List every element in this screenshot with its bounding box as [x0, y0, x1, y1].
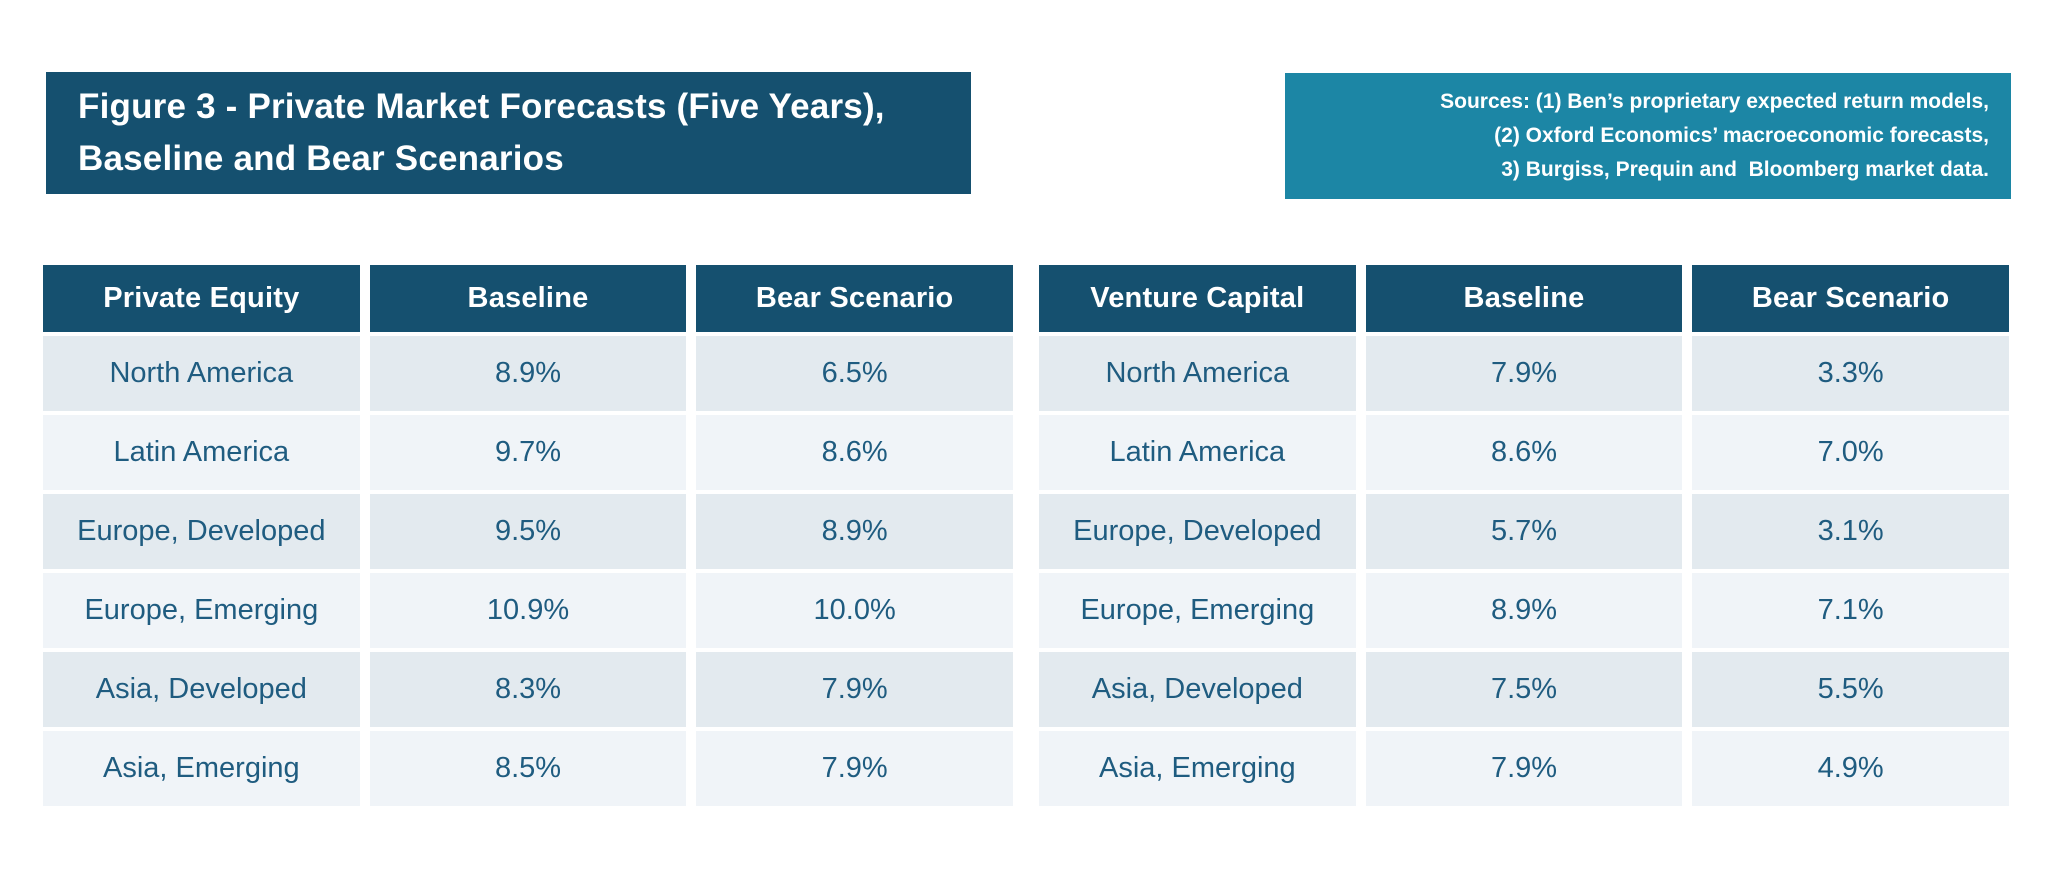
- bear-value-cell: 7.1%: [1692, 573, 2009, 648]
- venture-capital-table-body: North America 7.9% 3.3% Latin America 8.…: [1039, 336, 2009, 806]
- bear-value-cell: 7.0%: [1692, 415, 2009, 490]
- region-cell: Europe, Developed: [43, 494, 360, 569]
- baseline-value-cell: 5.7%: [1365, 494, 1683, 569]
- bear-value-cell: 7.9%: [696, 652, 1013, 727]
- sources-line-1: Sources: (1) Ben’s proprietary expected …: [1440, 90, 1989, 113]
- venture-capital-table-header: Venture Capital Baseline Bear Scenario: [1039, 265, 2009, 332]
- bear-value-cell: 7.9%: [696, 731, 1013, 806]
- baseline-value-cell: 7.5%: [1365, 652, 1683, 727]
- private-equity-table-header: Private Equity Baseline Bear Scenario: [43, 265, 1013, 332]
- baseline-value-cell: 8.9%: [1365, 573, 1683, 648]
- bear-value-cell: 3.1%: [1692, 494, 2009, 569]
- region-cell: North America: [1039, 336, 1356, 411]
- bear-value-cell: 8.6%: [696, 415, 1013, 490]
- sources-box: Sources: (1) Ben’s proprietary expected …: [1285, 73, 2011, 199]
- region-cell: Europe, Emerging: [43, 573, 360, 648]
- bear-value-cell: 4.9%: [1692, 731, 2009, 806]
- region-cell: Asia, Developed: [43, 652, 360, 727]
- column-header-venture-capital: Venture Capital: [1039, 265, 1356, 332]
- column-header-bear-scenario: Bear Scenario: [696, 265, 1013, 332]
- venture-capital-table: Venture Capital Baseline Bear Scenario N…: [1039, 265, 2009, 806]
- baseline-value-cell: 9.5%: [369, 494, 687, 569]
- region-cell: Europe, Emerging: [1039, 573, 1356, 648]
- baseline-value-cell: 7.9%: [1365, 731, 1683, 806]
- baseline-value-cell: 8.6%: [1365, 415, 1683, 490]
- baseline-value-cell: 10.9%: [369, 573, 687, 648]
- bear-value-cell: 3.3%: [1692, 336, 2009, 411]
- baseline-value-cell: 8.9%: [369, 336, 687, 411]
- region-cell: Europe, Developed: [1039, 494, 1356, 569]
- region-cell: Latin America: [1039, 415, 1356, 490]
- figure-title-box: Figure 3 - Private Market Forecasts (Fiv…: [46, 72, 971, 194]
- region-cell: North America: [43, 336, 360, 411]
- sources-line-2: (2) Oxford Economics’ macroeconomic fore…: [1494, 124, 1989, 147]
- column-header-baseline: Baseline: [369, 265, 687, 332]
- column-header-bear-scenario: Bear Scenario: [1692, 265, 2009, 332]
- region-cell: Asia, Developed: [1039, 652, 1356, 727]
- bear-value-cell: 10.0%: [696, 573, 1013, 648]
- bear-value-cell: 8.9%: [696, 494, 1013, 569]
- figure-title-line-2: Baseline and Bear Scenarios: [78, 139, 564, 178]
- baseline-value-cell: 9.7%: [369, 415, 687, 490]
- baseline-value-cell: 8.3%: [369, 652, 687, 727]
- bear-value-cell: 6.5%: [696, 336, 1013, 411]
- column-header-private-equity: Private Equity: [43, 265, 360, 332]
- baseline-value-cell: 8.5%: [369, 731, 687, 806]
- baseline-value-cell: 7.9%: [1365, 336, 1683, 411]
- figure-title-line-1: Figure 3 - Private Market Forecasts (Fiv…: [78, 87, 885, 126]
- region-cell: Asia, Emerging: [43, 731, 360, 806]
- region-cell: Asia, Emerging: [1039, 731, 1356, 806]
- region-cell: Latin America: [43, 415, 360, 490]
- column-header-baseline: Baseline: [1365, 265, 1683, 332]
- bear-value-cell: 5.5%: [1692, 652, 2009, 727]
- tables-container: Private Equity Baseline Bear Scenario No…: [43, 265, 2009, 806]
- private-equity-table-body: North America 8.9% 6.5% Latin America 9.…: [43, 336, 1013, 806]
- private-equity-table: Private Equity Baseline Bear Scenario No…: [43, 265, 1013, 806]
- sources-line-3: 3) Burgiss, Prequin and Bloomberg market…: [1501, 158, 1989, 181]
